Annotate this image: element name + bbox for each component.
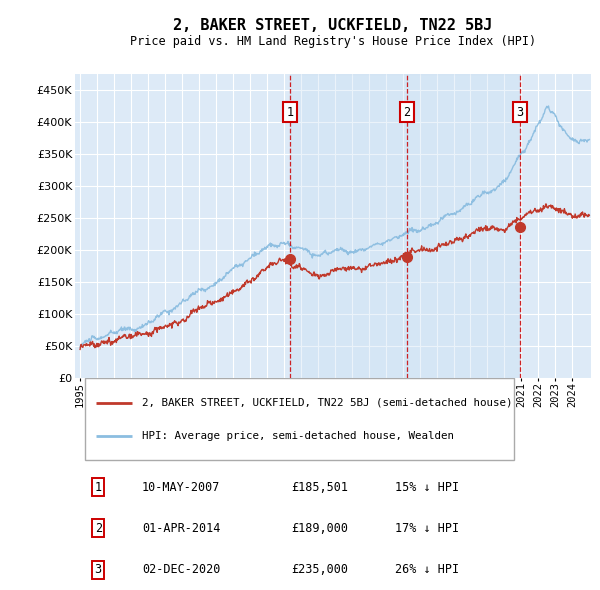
Text: 2: 2 xyxy=(403,106,410,119)
Text: £189,000: £189,000 xyxy=(292,522,349,535)
Text: Price paid vs. HM Land Registry's House Price Index (HPI): Price paid vs. HM Land Registry's House … xyxy=(130,35,536,48)
Text: 02-DEC-2020: 02-DEC-2020 xyxy=(142,563,220,576)
Text: 2, BAKER STREET, UCKFIELD, TN22 5BJ: 2, BAKER STREET, UCKFIELD, TN22 5BJ xyxy=(173,18,493,32)
Text: 2: 2 xyxy=(95,522,102,535)
Text: 10-MAY-2007: 10-MAY-2007 xyxy=(142,481,220,494)
Text: £235,000: £235,000 xyxy=(292,563,349,576)
Text: 2, BAKER STREET, UCKFIELD, TN22 5BJ (semi-detached house): 2, BAKER STREET, UCKFIELD, TN22 5BJ (sem… xyxy=(142,398,512,408)
Text: HPI: Average price, semi-detached house, Wealden: HPI: Average price, semi-detached house,… xyxy=(142,431,454,441)
Text: 17% ↓ HPI: 17% ↓ HPI xyxy=(395,522,459,535)
Text: 1: 1 xyxy=(286,106,293,119)
Text: 3: 3 xyxy=(95,563,102,576)
Text: 01-APR-2014: 01-APR-2014 xyxy=(142,522,220,535)
Bar xyxy=(407,74,520,378)
Text: 15% ↓ HPI: 15% ↓ HPI xyxy=(395,481,459,494)
Text: £185,501: £185,501 xyxy=(292,481,349,494)
Text: 26% ↓ HPI: 26% ↓ HPI xyxy=(395,563,459,576)
Bar xyxy=(290,74,407,378)
FancyBboxPatch shape xyxy=(85,378,514,460)
Text: 1: 1 xyxy=(95,481,102,494)
Text: 3: 3 xyxy=(517,106,524,119)
